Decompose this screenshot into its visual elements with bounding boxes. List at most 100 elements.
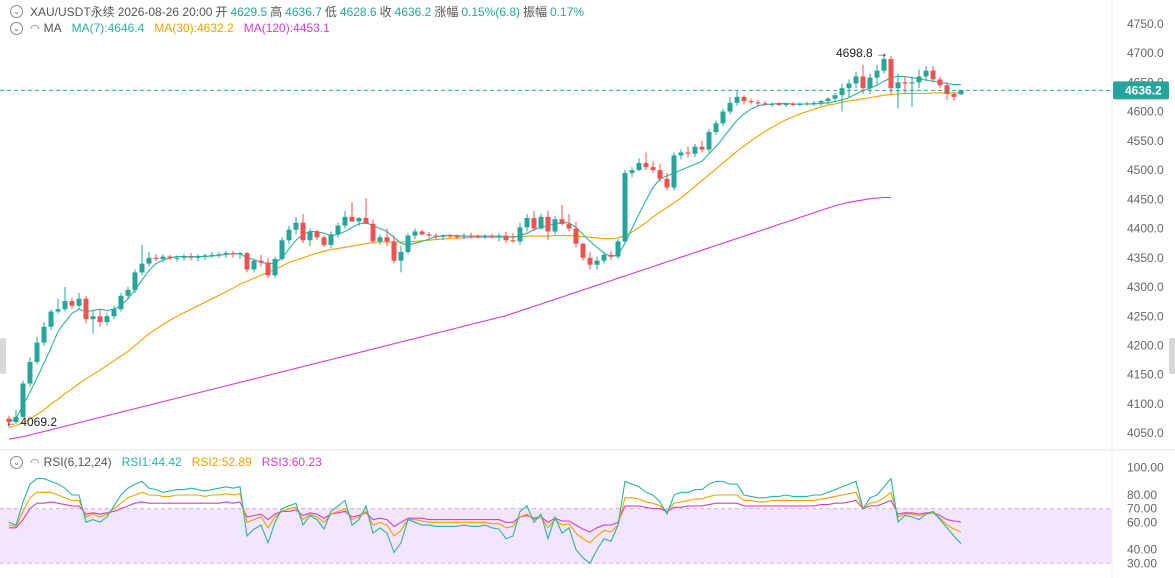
candle-body xyxy=(27,361,33,384)
chevron-down-icon[interactable]: ⌄ xyxy=(10,455,23,469)
candle-body xyxy=(132,272,138,290)
candle-body xyxy=(41,326,47,343)
chevron-down-icon[interactable]: ⌄ xyxy=(10,21,23,35)
candle-body xyxy=(867,77,873,89)
price-tick-label: 4050.0 xyxy=(1127,426,1164,440)
rsi2-value: RSI2:52.89 xyxy=(191,455,252,469)
candle-body xyxy=(874,70,880,78)
candle-body xyxy=(405,235,411,252)
candle-body xyxy=(272,258,278,276)
candle-body xyxy=(706,132,712,150)
candle-body xyxy=(496,235,502,237)
candle-body xyxy=(636,163,642,171)
candle-body xyxy=(153,257,159,259)
price-tick-label: 4350.0 xyxy=(1127,251,1164,265)
candle-body xyxy=(664,178,670,188)
candle-body xyxy=(510,240,516,242)
change-value: 0.15%(6.8) xyxy=(461,4,521,19)
candle-body xyxy=(384,237,390,242)
candle-body xyxy=(678,152,684,156)
candle-body xyxy=(223,253,229,255)
low-value: 4628.6 xyxy=(339,4,377,19)
candle-body xyxy=(881,58,887,71)
eye-icon[interactable]: ◠ xyxy=(30,456,40,469)
candle-body xyxy=(762,103,768,105)
candle-body xyxy=(790,103,796,105)
candle-body xyxy=(671,155,677,188)
rsi-legend: ⌄ ◠ RSI(6,12,24) RSI1:44.42 RSI2:52.89 R… xyxy=(10,455,322,469)
price-tick-label: 4250.0 xyxy=(1127,309,1164,323)
candle-body xyxy=(923,70,929,77)
ohlc-legend: ⌄ XAU/USDT永续 2026-08-26 20:00 开 4629.5 高… xyxy=(10,3,584,20)
candle-body xyxy=(6,418,12,423)
ma120-value: MA(120):4453.1 xyxy=(243,21,330,35)
candle-body xyxy=(573,228,579,244)
candle-body xyxy=(720,111,726,124)
price-tick-label: 4150.0 xyxy=(1127,368,1164,382)
candle-body xyxy=(216,254,222,256)
candle-body xyxy=(447,235,453,237)
candle-body xyxy=(13,416,19,423)
candle-body xyxy=(748,101,754,103)
candle-body xyxy=(643,163,649,168)
candle-body xyxy=(377,237,383,242)
chevron-down-icon[interactable]: ⌄ xyxy=(10,5,23,18)
rsi-tick-label: 40.00 xyxy=(1127,543,1157,557)
candle-body xyxy=(461,235,467,237)
rsi-label: RSI(6,12,24) xyxy=(43,455,112,469)
candle-body xyxy=(601,254,607,261)
annotations: 4636.2 4698.8 → ← 4069.2 xyxy=(0,46,1169,429)
ma30-path xyxy=(8,92,962,428)
ma7-line xyxy=(8,75,962,423)
price-tick-label: 4550.0 xyxy=(1127,134,1164,148)
candle-body xyxy=(118,295,124,310)
candle-body xyxy=(594,260,600,265)
rsi-tick-label: 60.00 xyxy=(1127,515,1157,529)
candle-body xyxy=(202,255,208,257)
right-scroll-handle[interactable] xyxy=(1169,338,1175,374)
rsi3-value: RSI3:60.23 xyxy=(261,455,322,469)
candle-body xyxy=(503,235,509,241)
rsi-tick-label: 100.00 xyxy=(1127,461,1164,475)
left-scroll-handle[interactable] xyxy=(0,338,6,374)
candle-body xyxy=(804,103,810,105)
candle-body xyxy=(937,79,943,86)
candle-body xyxy=(482,235,488,237)
eye-icon[interactable]: ◠ xyxy=(30,22,40,35)
rsi-band xyxy=(0,508,1112,564)
rsi3-path xyxy=(9,499,962,533)
candle-body xyxy=(363,218,369,224)
rsi-tick-label: 70.00 xyxy=(1127,502,1157,516)
candle-body xyxy=(146,257,152,264)
ma7-value: MA(7):4646.4 xyxy=(71,21,145,35)
candle-body xyxy=(279,240,285,259)
candle-body xyxy=(62,301,68,310)
candle-body xyxy=(97,316,103,323)
candle-body xyxy=(468,235,474,237)
ma-legend: ⌄ ◠ MA MA(7):4646.4 MA(30):4632.2 MA(120… xyxy=(10,21,330,35)
candle-body xyxy=(692,146,698,154)
candle-body xyxy=(888,58,894,89)
rsi-tick-label: 30.00 xyxy=(1127,556,1157,570)
close-value: 4636.2 xyxy=(394,4,432,19)
price-tick-label: 4600.0 xyxy=(1127,105,1164,119)
price-tick-label: 4700.0 xyxy=(1127,46,1164,60)
candle-body xyxy=(419,231,425,235)
candle-body xyxy=(104,316,110,323)
price-tick-label: 4750.0 xyxy=(1127,17,1164,31)
candle-body xyxy=(475,236,481,238)
candle-body xyxy=(321,237,327,245)
candle-body xyxy=(853,76,859,84)
candle-body xyxy=(524,218,530,228)
candle-body xyxy=(846,83,852,89)
rsi1-value: RSI1:44.42 xyxy=(121,455,182,469)
candle-body xyxy=(622,172,628,242)
candle-body xyxy=(615,241,621,257)
candle-body xyxy=(832,95,838,99)
ma120-line xyxy=(8,196,891,440)
candle-body xyxy=(237,253,243,255)
ma120-path xyxy=(8,196,891,440)
candle-body xyxy=(629,170,635,173)
